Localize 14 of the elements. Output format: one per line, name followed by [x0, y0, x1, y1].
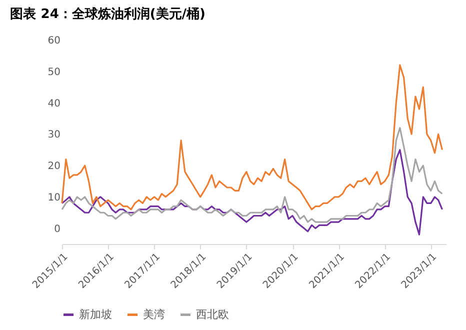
line-series: [61, 149, 444, 236]
line-series: [61, 127, 444, 223]
line-series: [61, 64, 444, 210]
chart-title: 图表 24：全球炼油利润(美元/桶): [10, 6, 206, 22]
legend-label: 美湾: [143, 308, 165, 321]
legend-label: 新加坡: [79, 308, 112, 321]
y-tick-label: 0: [54, 224, 60, 235]
y-tick-label: 20: [48, 161, 60, 172]
y-tick-label: 30: [48, 130, 60, 141]
legend-label: 西北欧: [196, 308, 229, 321]
y-tick-label: 60: [48, 36, 60, 46]
y-tick-label: 10: [48, 192, 60, 204]
y-tick-label: 40: [48, 98, 60, 110]
y-tick-label: 50: [48, 66, 60, 78]
